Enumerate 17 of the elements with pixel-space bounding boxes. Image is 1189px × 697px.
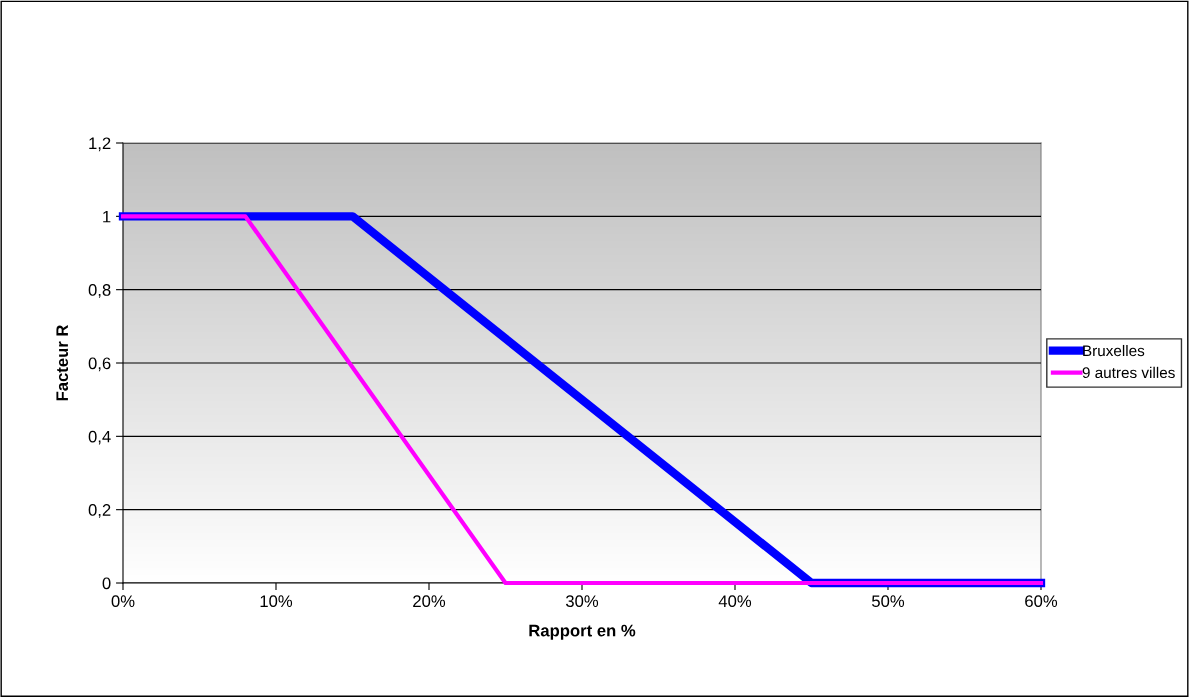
x-axis-title: Rapport en % xyxy=(529,624,636,640)
y-tick-label: 1,2 xyxy=(89,137,111,152)
y-tick-label: 0,2 xyxy=(88,504,111,518)
x-tick-label: 40% xyxy=(718,595,752,608)
y-tick-label: 0 xyxy=(102,577,111,590)
x-tick-label: 0% xyxy=(111,595,135,608)
x-tick-label: 30% xyxy=(565,595,599,608)
y-tick-label: 0,8 xyxy=(88,284,111,298)
legend-label: 9 autres villes xyxy=(1082,366,1175,379)
x-tick-label: 20% xyxy=(413,595,446,608)
y-axis-title: Facteur R xyxy=(56,324,69,401)
x-tick-label: 60% xyxy=(1025,595,1058,608)
y-tick-label: 0,4 xyxy=(88,430,111,445)
y-tick-label: 0,6 xyxy=(88,357,111,372)
y-tick-label: 1 xyxy=(103,210,111,223)
x-tick-label: 50% xyxy=(871,595,905,608)
x-tick-label: 10% xyxy=(260,595,293,608)
